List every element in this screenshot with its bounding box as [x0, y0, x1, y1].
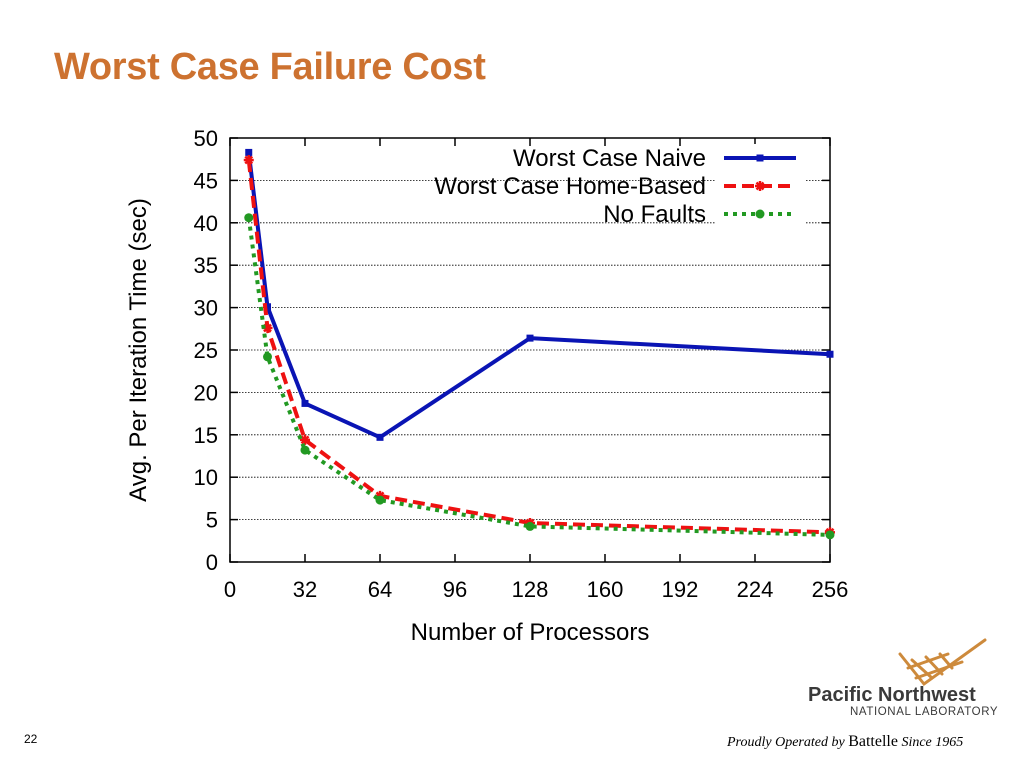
- series-3-point-1: [244, 213, 254, 223]
- x-tick-label-32: 32: [293, 577, 317, 602]
- logo-line1: Pacific Northwest: [808, 684, 976, 706]
- x-tick-label-96: 96: [443, 577, 467, 602]
- x-tick-label-192: 192: [662, 577, 699, 602]
- tagline-brand: Battelle: [848, 733, 898, 750]
- series-3-point-4: [375, 495, 385, 505]
- series-3-point-6: [825, 530, 835, 540]
- y-tick-label-30: 30: [194, 296, 218, 321]
- series-1-point-1: [245, 148, 253, 156]
- series-3-point-5: [525, 521, 535, 531]
- y-tick-label-0: 0: [206, 550, 218, 575]
- series-3-point-3: [300, 445, 310, 455]
- y-axis-label: Avg. Per Iteration Time (sec): [125, 198, 152, 502]
- tagline-prefix: Proudly Operated by: [727, 735, 845, 750]
- y-tick-label-15: 15: [194, 423, 218, 448]
- logo-line2: NATIONAL LABORATORY: [850, 706, 999, 718]
- x-tick-label-128: 128: [512, 577, 549, 602]
- y-tick-label-40: 40: [194, 211, 218, 236]
- series-line-2: [246, 159, 831, 535]
- y-tick-label-20: 20: [194, 380, 218, 405]
- tagline-suffix: Since 1965: [901, 735, 964, 750]
- axis-ticks: 0 5 10 15 20 25 30 35 40 45 50 0 32 64 96 128 160 192 224 2…: [194, 126, 849, 602]
- slide-title: Worst Case Failure Cost: [54, 46, 486, 88]
- pnnl-logo: Pacific Northwest NATIONAL LABORATORY: [800, 632, 1000, 722]
- series-1-point-6: [826, 350, 834, 358]
- y-tick-label-45: 45: [194, 168, 218, 193]
- series-1-point-2: [264, 303, 271, 311]
- series-1-point-3: [301, 399, 309, 407]
- tagline: Proudly Operated by Battelle Since 1965: [727, 733, 963, 751]
- series-2-point-3: [300, 434, 310, 445]
- series-2-point-1: [243, 155, 254, 166]
- gridlines: [230, 179, 830, 520]
- pnnl-logo-mark-icon: [898, 638, 987, 687]
- x-axis-label: Number of Processors: [411, 619, 650, 646]
- series-line-1: [246, 152, 831, 440]
- x-tick-label-256: 256: [812, 577, 849, 602]
- legend-marker-2: [755, 181, 765, 191]
- legend-label-2: Worst Case Home-Based: [434, 173, 706, 200]
- y-tick-label-5: 5: [206, 508, 218, 533]
- y-tick-label-25: 25: [194, 338, 218, 363]
- series-3-point-2: [263, 352, 272, 362]
- legend-marker-1: [756, 154, 764, 162]
- x-tick-label-224: 224: [737, 577, 774, 602]
- y-tick-label-35: 35: [194, 253, 218, 278]
- series-1: [245, 148, 834, 441]
- series-1-point-5: [526, 334, 534, 342]
- y-tick-label-50: 50: [194, 126, 218, 151]
- x-tick-label-160: 160: [587, 577, 624, 602]
- series-3: [244, 213, 835, 540]
- y-tick-label-10: 10: [194, 465, 218, 490]
- series-line-3: [246, 217, 831, 537]
- x-tick-label-0: 0: [224, 577, 236, 602]
- page-number: 22: [24, 732, 38, 746]
- legend-label-1: Worst Case Naive: [513, 145, 706, 172]
- series-lines: [243, 148, 835, 540]
- x-tick-label-64: 64: [368, 577, 392, 602]
- legend-marker-3: [755, 209, 765, 219]
- series-1-point-4: [376, 433, 384, 441]
- legend-label-3: No Faults: [603, 201, 706, 228]
